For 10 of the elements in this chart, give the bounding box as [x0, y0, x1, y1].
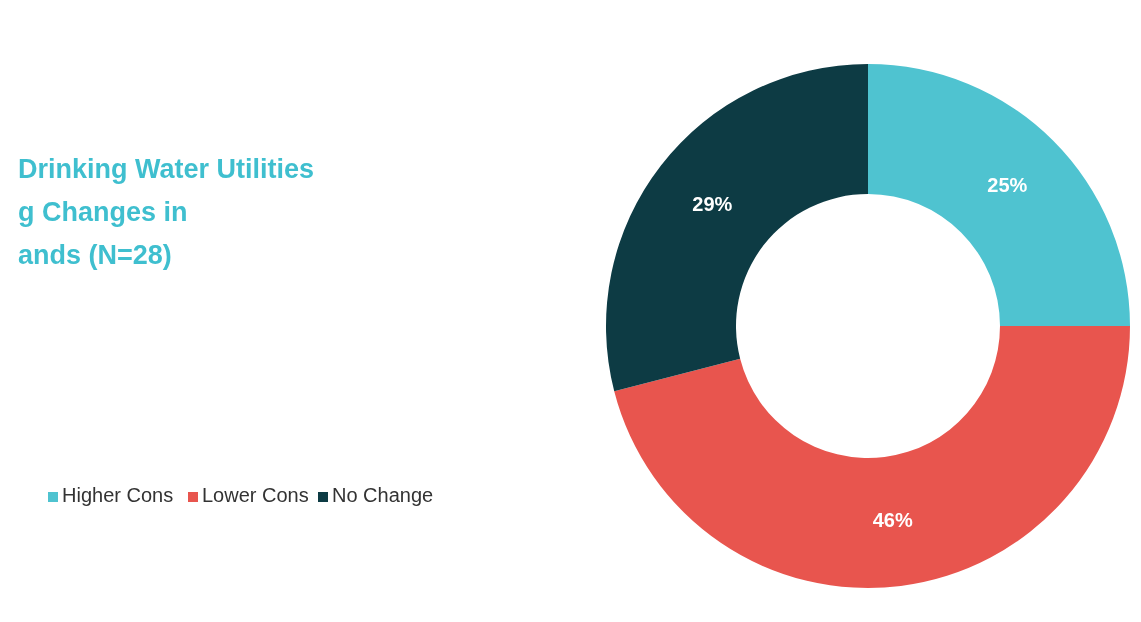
data-label: 29% [692, 192, 733, 215]
text: Drinking Water Utilities g Changes in ands (N=28) [18, 154, 315, 270]
donut-slice [868, 64, 1130, 326]
legend-label: No Change [332, 484, 434, 506]
data-label: 25% [987, 173, 1028, 196]
legend-label: Lower Cons [202, 484, 309, 506]
donut-slice [606, 64, 868, 392]
donut-slice [614, 326, 1130, 588]
legend-label: Higher Cons [62, 484, 174, 506]
data-label: 46% [872, 508, 913, 531]
